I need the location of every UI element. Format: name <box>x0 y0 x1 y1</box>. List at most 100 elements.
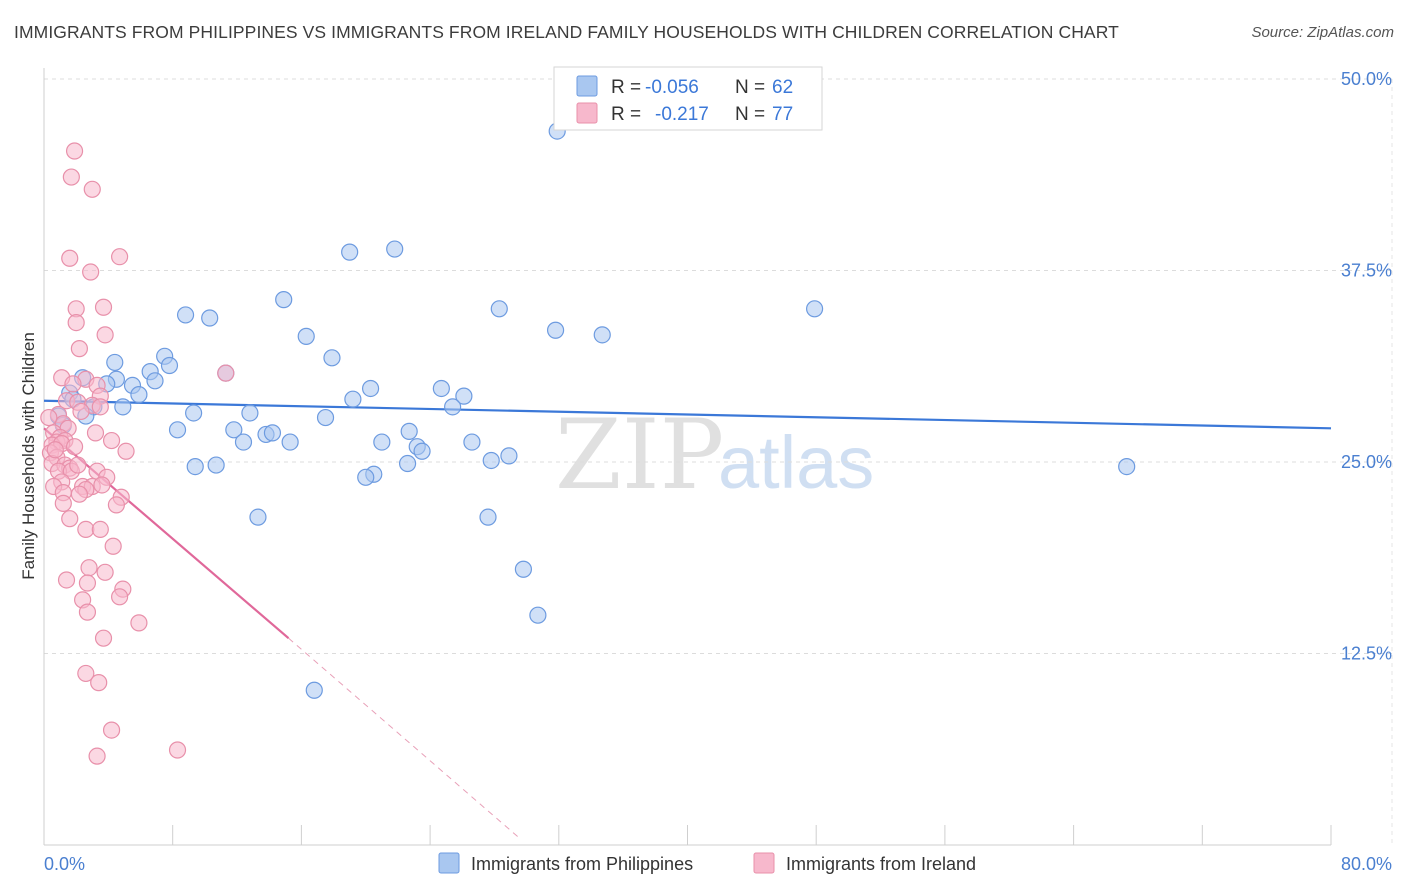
y-tick-label-3: 50.0% <box>1341 69 1392 89</box>
point-philippines-40 <box>234 433 253 451</box>
point-philippines-26 <box>130 385 148 404</box>
point-philippines-55 <box>479 508 497 526</box>
point-philippines-36 <box>225 421 243 439</box>
point-ireland-67 <box>130 614 148 632</box>
point-philippines-46 <box>500 447 518 465</box>
point-ireland-11 <box>217 364 235 382</box>
point-philippines-53 <box>1118 457 1136 476</box>
point-ireland-70 <box>90 674 108 692</box>
y-tick-labels: 12.5% 25.0% 37.5% 50.0% <box>1341 69 1392 664</box>
point-philippines-27 <box>344 390 362 408</box>
point-ireland-64 <box>111 588 129 606</box>
point-ireland-54 <box>107 496 125 514</box>
point-ireland-60 <box>96 563 114 581</box>
point-ireland-1 <box>62 168 80 186</box>
point-philippines-2 <box>386 240 404 258</box>
trend-line-philippines <box>43 399 1332 430</box>
point-philippines-7 <box>201 309 219 327</box>
point-philippines-9 <box>593 326 611 344</box>
point-philippines-57 <box>529 606 547 624</box>
point-ireland-41 <box>69 456 87 474</box>
point-ireland-4 <box>111 248 129 266</box>
stats-legend-box <box>553 66 823 131</box>
point-ireland-73 <box>88 747 106 765</box>
point-ireland-51 <box>70 485 88 503</box>
legend-swatch-ireland <box>576 102 598 124</box>
points-layer <box>40 122 1136 765</box>
point-philippines-38 <box>263 424 282 442</box>
point-ireland-58 <box>104 537 122 555</box>
point-ireland-49 <box>93 476 111 494</box>
point-philippines-19 <box>146 372 164 390</box>
point-philippines-6 <box>176 306 195 324</box>
point-ireland-68 <box>94 629 113 647</box>
point-ireland-8 <box>67 313 85 332</box>
legend-n-label-ireland: N = <box>735 104 765 125</box>
point-philippines-32 <box>185 404 203 422</box>
legend-r-value-ireland: -0.217 <box>655 104 709 125</box>
point-philippines-28 <box>114 398 132 416</box>
point-philippines-12 <box>106 353 124 372</box>
point-ireland-61 <box>57 571 76 589</box>
point-ireland-10 <box>70 340 88 358</box>
legend-n-label-philippines: N = <box>735 77 765 98</box>
point-ireland-74 <box>40 408 58 427</box>
point-philippines-48 <box>207 456 225 474</box>
x-tick-label-max: 80.0% <box>1341 854 1392 874</box>
trend-line-ireland-extension <box>288 637 519 838</box>
point-philippines-25 <box>455 387 473 405</box>
point-philippines-39 <box>400 422 418 440</box>
x-tick-label-min: 0.0% <box>44 854 85 874</box>
point-philippines-47 <box>186 457 204 476</box>
point-ireland-71 <box>102 721 121 739</box>
point-ireland-32 <box>102 431 121 450</box>
point-ireland-59 <box>80 559 98 577</box>
point-philippines-50 <box>482 451 500 470</box>
point-philippines-58 <box>305 681 323 699</box>
point-ireland-57 <box>91 520 109 539</box>
watermark-zip: ZIP <box>555 399 724 511</box>
point-philippines-14 <box>160 356 179 375</box>
point-ireland-53 <box>54 494 72 512</box>
point-philippines-33 <box>241 404 259 422</box>
point-ireland-66 <box>78 603 97 621</box>
bottom-legend-label-ireland: Immigrants from Ireland <box>786 854 976 874</box>
legend-swatch-philippines <box>576 75 598 97</box>
point-ireland-75 <box>46 441 64 459</box>
gridlines <box>44 78 1393 845</box>
point-philippines-49 <box>398 454 417 473</box>
point-philippines-4 <box>490 300 508 318</box>
y-tick-label-1: 25.0% <box>1341 452 1392 472</box>
stats-legend: R = -0.056 N = 62 R = -0.217 N = 77 <box>553 66 823 131</box>
point-philippines-52 <box>357 468 375 486</box>
point-ireland-5 <box>82 263 100 281</box>
point-philippines-35 <box>168 421 187 439</box>
point-philippines-34 <box>316 408 335 427</box>
point-ireland-55 <box>61 510 79 528</box>
point-philippines-1 <box>341 243 359 261</box>
watermark: ZIP atlas <box>555 399 874 511</box>
y-axis-label: Family Households with Children <box>19 332 38 580</box>
point-philippines-42 <box>373 433 391 451</box>
y-tick-label-0: 12.5% <box>1341 644 1392 664</box>
bottom-legend-swatch-philippines <box>438 852 460 874</box>
point-ireland-56 <box>77 520 95 539</box>
legend-r-label-ireland: R = <box>611 104 641 125</box>
point-ireland-33 <box>117 442 135 460</box>
point-ireland-69 <box>77 664 95 683</box>
point-philippines-11 <box>323 349 341 367</box>
point-ireland-0 <box>65 142 84 160</box>
point-philippines-8 <box>546 321 565 339</box>
point-ireland-72 <box>168 741 187 759</box>
point-ireland-25 <box>86 424 105 442</box>
point-ireland-3 <box>61 249 79 267</box>
point-ireland-62 <box>78 574 97 592</box>
chart-title: IMMIGRANTS FROM PHILIPPINES VS IMMIGRANT… <box>14 22 1119 42</box>
point-ireland-76 <box>65 438 84 456</box>
legend-r-label-philippines: R = <box>611 77 641 98</box>
point-philippines-41 <box>281 433 299 451</box>
point-ireland-9 <box>96 326 114 344</box>
point-philippines-29 <box>444 398 462 416</box>
point-ireland-20 <box>91 398 109 416</box>
